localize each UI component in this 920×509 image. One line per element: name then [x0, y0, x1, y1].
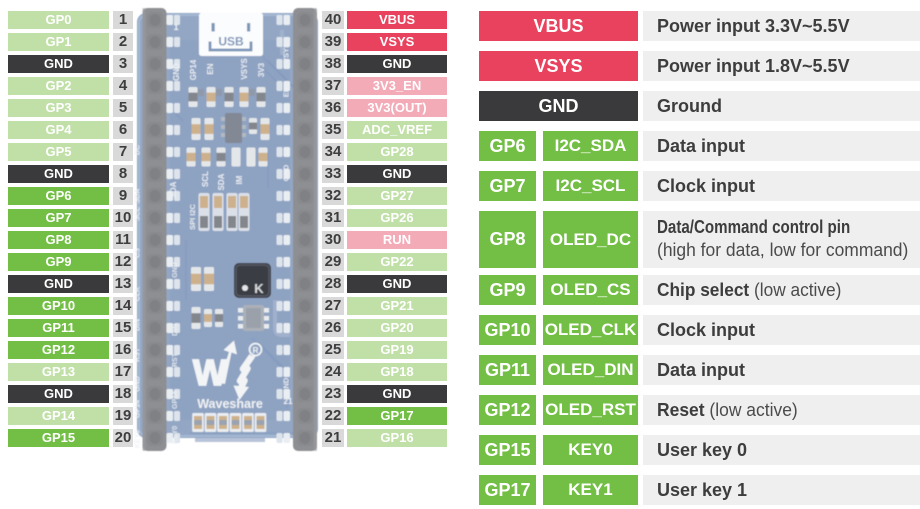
svg-text:GND: GND — [282, 164, 291, 181]
svg-text:DIN: DIN — [172, 324, 179, 336]
svg-text:1: 1 — [173, 22, 178, 32]
svg-text:21: 21 — [284, 397, 293, 406]
svg-text:DC: DC — [135, 145, 142, 155]
svg-text:KEY0: KEY0 — [135, 430, 142, 448]
svg-text:RST: RST — [135, 347, 142, 362]
svg-text:USB: USB — [218, 35, 244, 49]
svg-text:CS: CS — [135, 248, 142, 258]
svg-text:SDA: SDA — [217, 173, 226, 190]
svg-text:GP14: GP14 — [189, 59, 198, 80]
svg-text:KEY0: KEY0 — [172, 426, 179, 444]
svg-text:SCL: SCL — [201, 171, 210, 187]
svg-text:GND: GND — [172, 262, 179, 278]
svg-text:CLK: CLK — [135, 287, 142, 301]
svg-text:R: R — [253, 346, 259, 355]
svg-text:GP14: GP14 — [135, 400, 142, 418]
svg-text:VSYS: VSYS — [240, 58, 249, 80]
svg-text:SDA: SDA — [135, 189, 142, 204]
svg-text:GND: GND — [282, 377, 291, 394]
svg-text:DIN: DIN — [135, 319, 142, 331]
svg-text:Waveshare: Waveshare — [197, 397, 263, 411]
svg-text:GP14: GP14 — [172, 391, 179, 409]
svg-text:W: W — [193, 352, 227, 393]
svg-text:SPI I2C: SPI I2C — [188, 203, 197, 229]
svg-text:GND: GND — [135, 376, 142, 392]
svg-text:EN: EN — [206, 63, 215, 74]
svg-text:RST: RST — [172, 352, 179, 367]
svg-text:SCL: SCL — [135, 206, 142, 221]
svg-text:VSYS: VSYS — [282, 43, 291, 63]
svg-text:SDA: SDA — [169, 181, 178, 198]
svg-text:K: K — [254, 281, 264, 296]
svg-text:EN: EN — [282, 87, 291, 97]
svg-text:3V3: 3V3 — [257, 62, 266, 77]
svg-text:IM: IM — [235, 175, 244, 184]
svg-text:GND: GND — [172, 63, 181, 81]
